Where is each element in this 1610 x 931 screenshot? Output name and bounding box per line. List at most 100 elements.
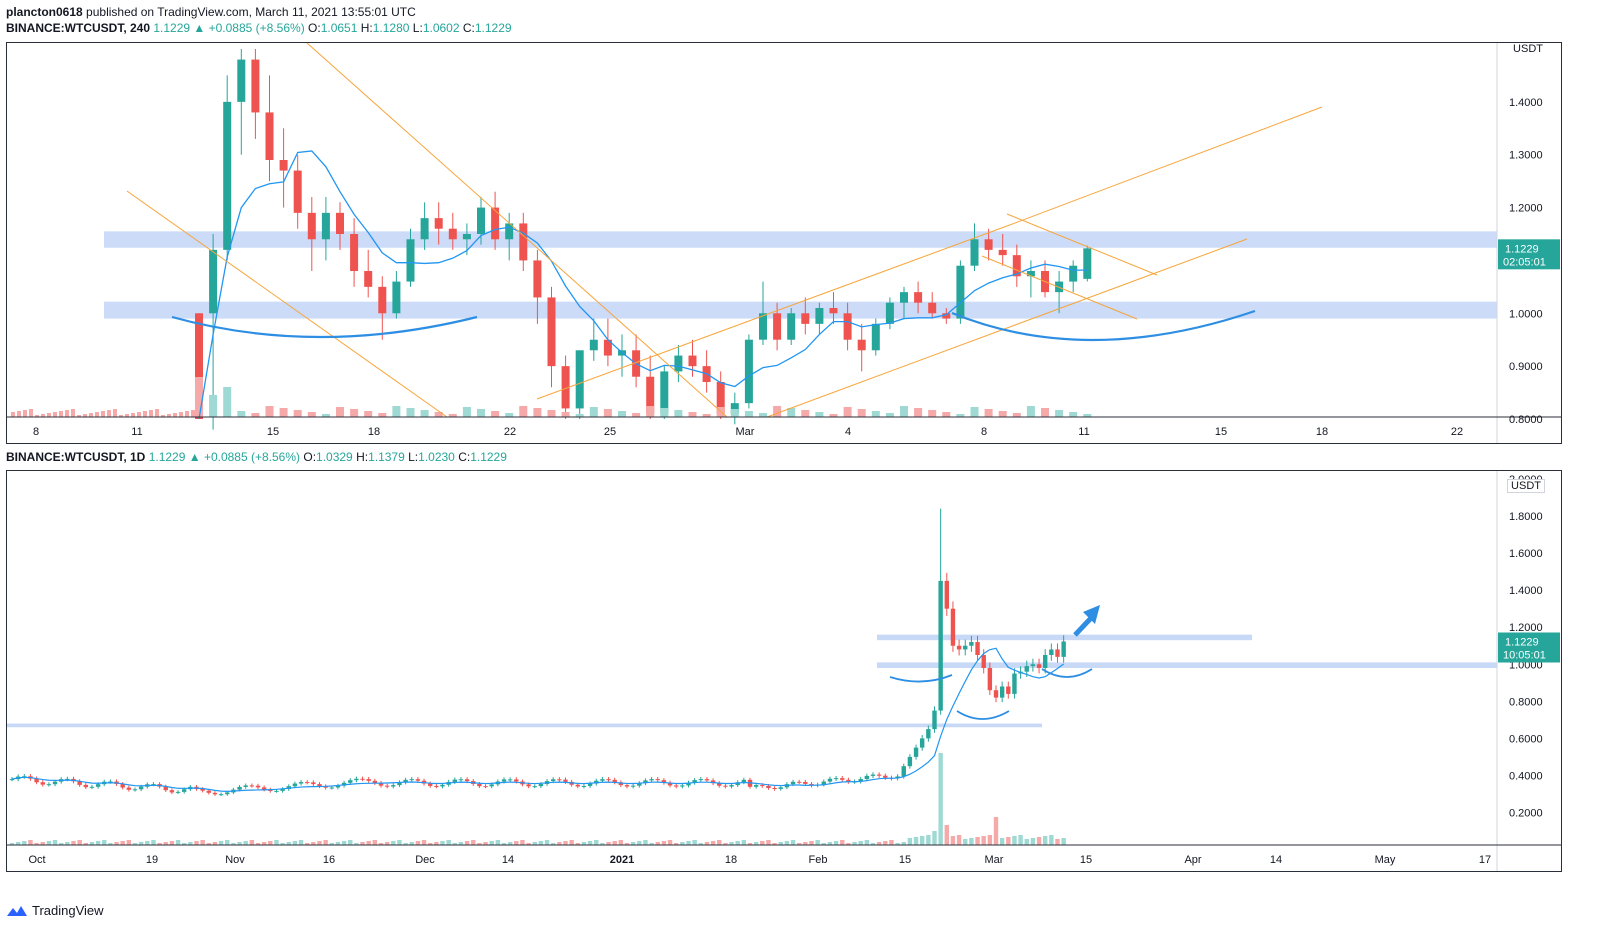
volume-bar [843,407,852,417]
candle-body [600,779,605,781]
candle-body [458,779,464,781]
volume-bar [305,843,310,845]
volume-bar [589,407,598,417]
bottom-symbol[interactable]: BINANCE:WTCUSDT, 1D [6,450,146,464]
candle-body [321,212,330,240]
bottom-open: 1.0329 [316,450,353,464]
chart-1d-svg[interactable]: 2.00001.80001.60001.40001.20001.00000.80… [7,471,1561,871]
volume-bar [857,409,866,417]
candle-body [440,784,445,787]
time-tick-label: Dec [415,854,435,866]
volume-bar [544,840,550,845]
volume-bar [864,840,870,845]
top-open: 1.0651 [320,21,358,35]
volume-bar [674,843,679,845]
candle-body [397,782,402,786]
candle-body [551,779,556,782]
volume-bar [317,841,322,845]
time-tick-label: 15 [899,854,911,866]
volume-bar [151,840,156,845]
candle-body [514,779,519,782]
time-tick-label: Oct [28,854,45,866]
candle-body [52,781,58,785]
bottom-currency-label: USDT [1507,479,1545,493]
candle-body [716,382,725,414]
candle-body [883,775,888,778]
candle-body [821,781,826,785]
volume-bar [520,840,525,845]
candle-body [870,774,876,776]
volume-bar [452,843,457,845]
volume-bar [618,411,626,417]
time-tick-label: Feb [809,854,828,866]
candle-body [692,780,697,783]
candle-body [489,784,494,787]
time-tick-label: May [1375,854,1396,866]
volume-bar [643,840,648,845]
rounded-bottom-arc [171,315,478,339]
volume-bar [876,842,882,845]
candle-body [1030,664,1036,667]
bottom-c-label: C: [458,450,471,464]
volume-bar [71,409,75,417]
volume-bar [883,841,888,845]
candle-body [928,302,937,314]
volume-bar [348,840,353,845]
price-tick-label: 1.2000 [1509,622,1543,634]
top-symbol[interactable]: BINANCE:WTCUSDT, 240 [6,21,151,35]
volume-bar [969,838,974,845]
volume-bar [101,411,105,417]
volume-bar [784,841,790,845]
volume-bar [914,408,923,417]
candle-body [305,782,310,784]
candle-body [223,101,232,250]
last-price-value: 1.1229 [1505,636,1539,648]
candle-body [83,784,88,788]
volume-bar [815,840,820,845]
volume-bar [1030,838,1036,845]
candle-body [311,782,316,785]
candle-body [688,355,697,367]
candle-body [827,778,833,782]
volume-bar [895,843,900,845]
volume-bar [113,409,117,417]
volume-bar [1061,838,1066,845]
candle-body [251,59,260,113]
trend-line [306,43,728,418]
candle-body [674,785,679,787]
candle-body [434,218,443,229]
chart-panel-240[interactable]: 1.4000 1.3000 1.2000 1.0000 0.9000 0.8000 8 11 1… [6,42,1562,444]
volume-bar [538,841,544,845]
tradingview-footer[interactable]: TradingView [6,903,104,918]
candle-body [195,313,203,419]
volume-bar [311,842,316,845]
author-name[interactable]: plancton0618 [6,5,83,19]
bottom-low: 1.0230 [418,450,455,464]
volume-bar [11,412,15,417]
volume-bar [22,841,27,845]
volume-bar [53,412,57,417]
volume-bar [944,825,949,845]
volume-bar [998,411,1007,417]
volume-bar [293,410,302,417]
bullish-arrow-head [1083,605,1100,624]
candle-body [279,160,288,171]
candle-body [864,775,870,780]
price-tick-label: 1.0000 [1509,308,1543,320]
candle-body [900,292,908,303]
volume-bar [829,414,838,417]
candle-body [391,785,396,787]
chart-panel-1d[interactable]: 2.00001.80001.60001.40001.20001.00000.80… [6,470,1562,872]
volume-bar [52,840,58,845]
volume-bar [833,841,839,845]
candle-body [501,779,507,782]
volume-bar [956,835,962,845]
price-tick-label: 0.8000 [1509,414,1543,426]
volume-bar [392,406,401,417]
rounded-bottom-arc [956,710,1010,720]
candle-body [307,212,316,240]
volume-bar [41,414,45,417]
candle-body [169,790,175,793]
volume-bar [491,411,500,417]
chart-240-svg[interactable]: 1.4000 1.3000 1.2000 1.0000 0.9000 0.8000 8 11 1… [7,43,1561,443]
